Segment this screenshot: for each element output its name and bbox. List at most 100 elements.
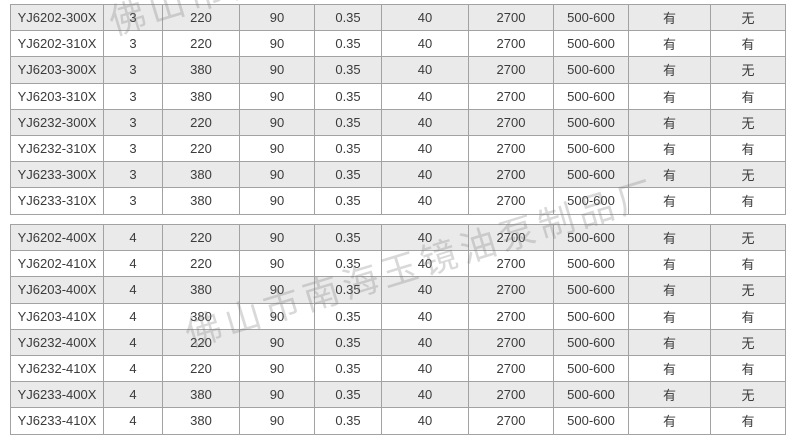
cell-col10: 无 — [710, 276, 786, 304]
cell-col4: 90 — [239, 56, 315, 84]
cell-col9: 有 — [628, 328, 711, 356]
cell-col3: 380 — [162, 161, 240, 189]
cell-col7: 2700 — [468, 407, 554, 435]
cell-col5: 0.35 — [314, 354, 382, 383]
cell-col4: 90 — [239, 381, 315, 409]
cell-col7: 2700 — [468, 354, 554, 383]
cell-col3: 380 — [162, 276, 240, 304]
cell-model: YJ6202-310X — [10, 30, 104, 58]
cell-col9: 有 — [628, 250, 711, 278]
cell-col6: 40 — [381, 302, 469, 330]
table-row: YJ6232-300X 3 220 90 0.35 40 2700 500-600 有无 — [10, 108, 786, 136]
cell-col3: 220 — [162, 250, 240, 278]
cell-col7: 2700 — [468, 82, 554, 110]
cell-col7: 2700 — [468, 250, 554, 278]
table-row: YJ6232-410X 4 220 90 0.35 40 2700 500-600 有有 — [10, 354, 786, 383]
cell-col6: 40 — [381, 187, 469, 215]
cell-col10: 无 — [710, 223, 786, 252]
cell-col9: 有 — [628, 302, 711, 330]
table-row: YJ6233-400X 4 380 90 0.35 40 2700 500-600 有无 — [10, 381, 786, 409]
cell-col8: 500-600 — [553, 250, 629, 278]
cell-col7: 2700 — [468, 30, 554, 58]
cell-col8: 500-600 — [553, 30, 629, 58]
cell-model: YJ6233-310X — [10, 187, 104, 215]
cell-col8: 500-600 — [553, 354, 629, 383]
cell-col4: 90 — [239, 302, 315, 330]
cell-col5: 0.35 — [314, 82, 382, 110]
cell-col5: 0.35 — [314, 276, 382, 304]
cell-col9: 有 — [628, 407, 711, 435]
cell-col5: 0.35 — [314, 328, 382, 356]
cell-col8: 500-600 — [553, 223, 629, 252]
cell-col10: 有 — [710, 30, 786, 58]
cell-col7: 2700 — [468, 134, 554, 163]
cell-col7: 2700 — [468, 328, 554, 356]
cell-col10: 有 — [710, 82, 786, 110]
cell-col2: 3 — [103, 134, 163, 163]
cell-model: YJ6233-410X — [10, 407, 104, 435]
cell-col10: 无 — [710, 3, 786, 32]
table-row: YJ6233-410X 4 380 90 0.35 40 2700 500-600 有有 — [10, 407, 786, 435]
cell-col6: 40 — [381, 161, 469, 189]
cell-col5: 0.35 — [314, 56, 382, 84]
cell-col3: 220 — [162, 328, 240, 356]
cell-col4: 90 — [239, 3, 315, 32]
cell-col3: 220 — [162, 354, 240, 383]
cell-model: YJ6202-400X — [10, 223, 104, 252]
cell-col8: 500-600 — [553, 161, 629, 189]
cell-col2: 4 — [103, 302, 163, 330]
cell-col7: 2700 — [468, 161, 554, 189]
cell-col5: 0.35 — [314, 134, 382, 163]
cell-col2: 3 — [103, 108, 163, 136]
cell-col6: 40 — [381, 134, 469, 163]
cell-col3: 220 — [162, 134, 240, 163]
cell-col6: 40 — [381, 250, 469, 278]
cell-col5: 0.35 — [314, 223, 382, 252]
cell-col2: 3 — [103, 82, 163, 110]
cell-col10: 无 — [710, 161, 786, 189]
cell-col10: 有 — [710, 134, 786, 163]
cell-col7: 2700 — [468, 302, 554, 330]
cell-model: YJ6232-400X — [10, 328, 104, 356]
cell-col2: 4 — [103, 381, 163, 409]
cell-col4: 90 — [239, 328, 315, 356]
table-row: YJ6202-310X 3 220 90 0.35 40 2700 500-600 有有 — [10, 30, 786, 58]
cell-col10: 无 — [710, 381, 786, 409]
cell-col8: 500-600 — [553, 328, 629, 356]
cell-col10: 无 — [710, 328, 786, 356]
cell-col10: 无 — [710, 56, 786, 84]
cell-model: YJ6232-310X — [10, 134, 104, 163]
cell-col10: 有 — [710, 250, 786, 278]
cell-col5: 0.35 — [314, 108, 382, 136]
cell-col3: 220 — [162, 30, 240, 58]
cell-col3: 220 — [162, 108, 240, 136]
cell-col8: 500-600 — [553, 134, 629, 163]
cell-col10: 有 — [710, 407, 786, 435]
cell-col4: 90 — [239, 134, 315, 163]
cell-col4: 90 — [239, 407, 315, 435]
table-row: YJ6203-400X 4 380 90 0.35 40 2700 500-600 有无 — [10, 276, 786, 304]
cell-col2: 4 — [103, 407, 163, 435]
cell-col9: 有 — [628, 30, 711, 58]
cell-col2: 4 — [103, 223, 163, 252]
cell-col9: 有 — [628, 108, 711, 136]
cell-col6: 40 — [381, 381, 469, 409]
cell-col6: 40 — [381, 328, 469, 356]
cell-col6: 40 — [381, 276, 469, 304]
cell-col2: 4 — [103, 354, 163, 383]
cell-col7: 2700 — [468, 3, 554, 32]
cell-col4: 90 — [239, 223, 315, 252]
table-row: YJ6232-400X 4 220 90 0.35 40 2700 500-600 有无 — [10, 328, 786, 356]
cell-col3: 380 — [162, 407, 240, 435]
cell-col6: 40 — [381, 407, 469, 435]
cell-col4: 90 — [239, 82, 315, 110]
table-row: YJ6233-300X 3 380 90 0.35 40 2700 500-600 有无 — [10, 161, 786, 189]
cell-model: YJ6232-300X — [10, 108, 104, 136]
cell-col2: 3 — [103, 187, 163, 215]
cell-col8: 500-600 — [553, 82, 629, 110]
cell-col4: 90 — [239, 276, 315, 304]
cell-col10: 有 — [710, 354, 786, 383]
cell-col5: 0.35 — [314, 302, 382, 330]
cell-col5: 0.35 — [314, 3, 382, 32]
